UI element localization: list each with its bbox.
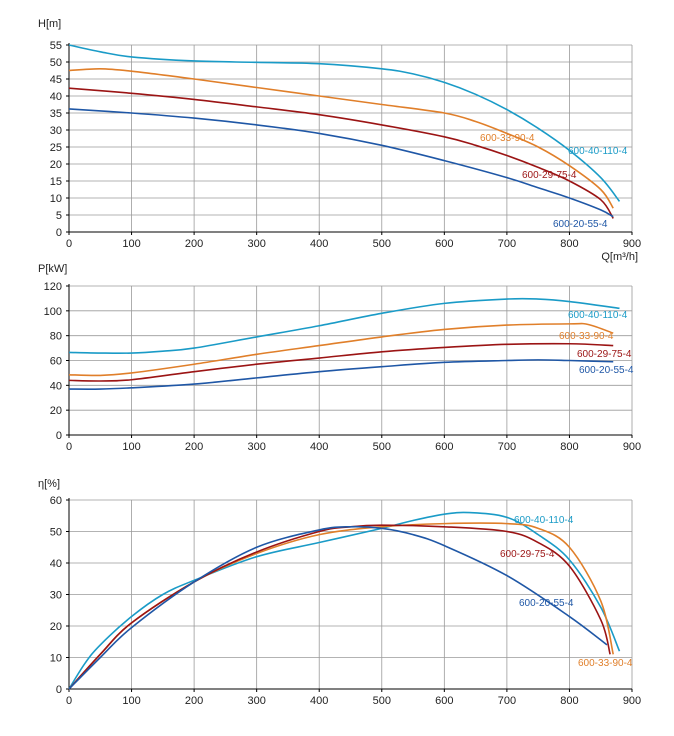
head-x-tick-label: 700 (498, 238, 516, 250)
power-y-tick-label: 100 (44, 306, 62, 318)
power-series-label-600-40-110-4: 600-40-110-4 (568, 310, 628, 321)
head-series-line-600-40-110-4 (68, 44, 621, 202)
power-x-tick-label: 300 (247, 441, 265, 453)
head-y-tick-label: 25 (50, 142, 62, 154)
head-x-tick-label: 100 (122, 238, 140, 250)
power-x-tick-label: 500 (373, 441, 391, 453)
power-x-tick-label: 800 (560, 441, 578, 453)
head-x-tick-label: 900 (623, 238, 641, 250)
head-y-tick-label: 5 (56, 210, 62, 222)
efficiency-y-tick-label: 60 (50, 495, 62, 507)
efficiency-series-line-600-20-55-4 (68, 525, 608, 690)
efficiency-x-tick-label: 300 (247, 695, 265, 707)
efficiency-series-label-600-20-55-4: 600-20-55-4 (519, 598, 574, 609)
power-series-label-600-20-55-4: 600-20-55-4 (579, 365, 634, 376)
power-chart: 0 100 200 300 400 500 600 700 800 900 0 20 40 60 80 100… (38, 263, 641, 453)
efficiency-y-tick-label: 0 (56, 684, 62, 696)
power-x-tick-label: 400 (310, 441, 328, 453)
head-x-tick-label: 600 (435, 238, 453, 250)
head-y-tick-label: 20 (50, 159, 62, 171)
power-y-tick-label: 120 (44, 281, 62, 293)
efficiency-x-tick-label: 900 (623, 695, 641, 707)
efficiency-series-label-600-40-110-4: 600-40-110-4 (514, 515, 574, 526)
head-x-tick-label: 400 (310, 238, 328, 250)
efficiency-y-tick-label: 50 (50, 527, 62, 539)
power-y-tick-label: 80 (50, 331, 62, 343)
head-series-line-600-20-55-4 (68, 108, 614, 218)
power-x-tick-label: 100 (122, 441, 140, 453)
power-x-tick-label: 600 (435, 441, 453, 453)
head-x-tick-label: 800 (560, 238, 578, 250)
head-x-axis-label: Q[m³/h] (601, 251, 638, 263)
head-y-tick-label: 40 (50, 91, 62, 103)
efficiency-y-tick-label: 40 (50, 558, 62, 570)
power-series-label-600-29-75-4: 600-29-75-4 (577, 349, 632, 360)
efficiency-x-tick-label: 600 (435, 695, 453, 707)
efficiency-x-tick-label: 0 (66, 695, 72, 707)
head-chart: 0 100 200 300 400 500 600 700 800 900 0 5 10 15 20 25 30… (38, 18, 641, 263)
power-series-line-600-40-110-4 (68, 297, 620, 355)
head-y-axis-label: H[m] (38, 18, 61, 30)
efficiency-x-tick-label: 100 (122, 695, 140, 707)
head-y-tick-label: 35 (50, 108, 62, 120)
efficiency-x-tick-label: 700 (498, 695, 516, 707)
power-x-tick-label: 200 (185, 441, 203, 453)
power-x-tick-label: 900 (623, 441, 641, 453)
head-y-tick-label: 10 (50, 193, 62, 205)
power-series-line-600-33-90-4 (68, 322, 614, 377)
power-series-line-600-20-55-4 (68, 359, 614, 390)
head-y-tick-label: 30 (50, 125, 62, 137)
efficiency-y-tick-label: 10 (50, 653, 62, 665)
head-series-label-600-20-55-4: 600-20-55-4 (553, 219, 608, 230)
efficiency-y-tick-label: 20 (50, 621, 62, 633)
head-x-tick-label: 300 (247, 238, 265, 250)
efficiency-series-line-600-40-110-4 (68, 511, 621, 690)
head-series-line-600-33-90-4 (68, 67, 614, 209)
head-series-label-600-29-75-4: 600-29-75-4 (522, 170, 577, 181)
efficiency-chart: 0 100 200 300 400 500 600 700 800 900 0 10 20 30 40 50 6… (38, 478, 641, 707)
power-y-tick-label: 0 (56, 430, 62, 442)
head-series-label-600-33-90-4: 600-33-90-4 (480, 133, 535, 144)
head-y-tick-label: 15 (50, 176, 62, 188)
power-y-tick-label: 20 (50, 405, 62, 417)
power-y-tick-label: 40 (50, 380, 62, 392)
power-x-tick-label: 0 (66, 441, 72, 453)
efficiency-x-tick-label: 400 (310, 695, 328, 707)
power-series-label-600-33-90-4: 600-33-90-4 (559, 331, 614, 342)
efficiency-x-tick-label: 500 (373, 695, 391, 707)
efficiency-series-label-600-33-90-4: 600-33-90-4 (578, 658, 633, 669)
power-y-axis-label: P[kW] (38, 263, 67, 275)
efficiency-series-label-600-29-75-4: 600-29-75-4 (500, 549, 555, 560)
head-x-tick-label: 200 (185, 238, 203, 250)
head-x-tick-label: 500 (373, 238, 391, 250)
power-series-line-600-29-75-4 (68, 342, 614, 382)
head-y-tick-label: 50 (50, 57, 62, 69)
efficiency-x-tick-label: 800 (560, 695, 578, 707)
head-y-tick-label: 0 (56, 227, 62, 239)
efficiency-x-tick-label: 200 (185, 695, 203, 707)
efficiency-y-axis-label: η[%] (38, 478, 60, 490)
head-series-label-600-40-110-4: 600-40-110-4 (568, 146, 628, 157)
efficiency-y-tick-label: 30 (50, 590, 62, 602)
power-x-tick-label: 700 (498, 441, 516, 453)
head-y-tick-label: 45 (50, 74, 62, 86)
head-y-tick-label: 55 (50, 40, 62, 52)
head-series-line-600-29-75-4 (68, 87, 614, 219)
power-y-tick-label: 60 (50, 356, 62, 368)
head-x-tick-label: 0 (66, 238, 72, 250)
